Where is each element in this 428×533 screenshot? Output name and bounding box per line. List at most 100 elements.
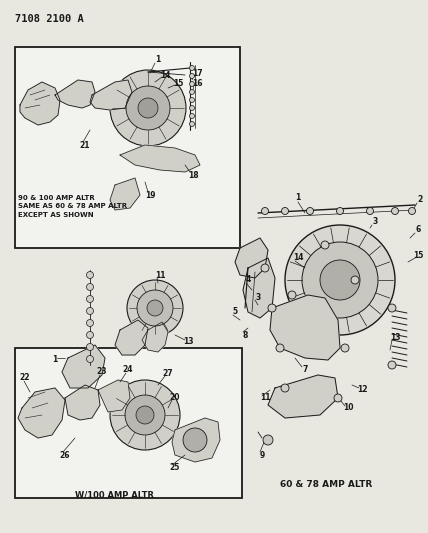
Polygon shape bbox=[120, 145, 200, 172]
Circle shape bbox=[86, 295, 93, 303]
Circle shape bbox=[147, 300, 163, 316]
Circle shape bbox=[126, 86, 170, 130]
Text: 15: 15 bbox=[413, 251, 423, 260]
Circle shape bbox=[190, 82, 194, 86]
Text: W/100 AMP ALTR: W/100 AMP ALTR bbox=[75, 490, 155, 499]
Circle shape bbox=[190, 114, 194, 118]
Text: 12: 12 bbox=[357, 385, 367, 394]
Text: 23: 23 bbox=[97, 367, 107, 376]
Polygon shape bbox=[268, 375, 338, 418]
Text: 19: 19 bbox=[145, 190, 155, 199]
Text: 26: 26 bbox=[60, 450, 70, 459]
Circle shape bbox=[285, 225, 395, 335]
Text: 14: 14 bbox=[293, 254, 303, 262]
Circle shape bbox=[392, 207, 398, 214]
Circle shape bbox=[190, 74, 194, 78]
Polygon shape bbox=[235, 238, 268, 278]
Bar bbox=[15, 47, 240, 248]
Circle shape bbox=[190, 98, 194, 102]
Circle shape bbox=[183, 428, 207, 452]
Circle shape bbox=[351, 276, 359, 284]
Text: 11: 11 bbox=[260, 393, 270, 402]
Circle shape bbox=[86, 308, 93, 314]
Circle shape bbox=[268, 304, 276, 312]
Text: 11: 11 bbox=[155, 271, 165, 279]
Bar bbox=[15, 348, 242, 498]
Polygon shape bbox=[142, 322, 168, 352]
Polygon shape bbox=[98, 380, 130, 412]
Text: 90 & 100 AMP ALTR
SAME AS 60 & 78 AMP ALTR
EXCEPT AS SHOWN: 90 & 100 AMP ALTR SAME AS 60 & 78 AMP AL… bbox=[18, 195, 127, 218]
Circle shape bbox=[137, 290, 173, 326]
Circle shape bbox=[125, 395, 165, 435]
Polygon shape bbox=[65, 385, 100, 420]
Text: 17: 17 bbox=[192, 69, 202, 77]
Circle shape bbox=[86, 356, 93, 362]
Circle shape bbox=[263, 435, 273, 445]
Circle shape bbox=[136, 406, 154, 424]
Text: 18: 18 bbox=[188, 171, 198, 180]
Circle shape bbox=[261, 264, 269, 272]
Polygon shape bbox=[18, 388, 65, 438]
Text: 60 & 78 AMP ALTR: 60 & 78 AMP ALTR bbox=[280, 480, 372, 489]
Circle shape bbox=[282, 207, 288, 214]
Text: 13: 13 bbox=[390, 334, 400, 343]
Text: 20: 20 bbox=[170, 392, 180, 401]
Circle shape bbox=[320, 260, 360, 300]
Circle shape bbox=[306, 207, 313, 214]
Circle shape bbox=[86, 332, 93, 338]
Circle shape bbox=[334, 394, 342, 402]
Circle shape bbox=[190, 66, 194, 70]
Circle shape bbox=[86, 343, 93, 351]
Circle shape bbox=[366, 207, 374, 214]
Text: 14: 14 bbox=[160, 70, 170, 79]
Circle shape bbox=[388, 304, 396, 312]
Text: 13: 13 bbox=[183, 337, 193, 346]
Text: 21: 21 bbox=[80, 141, 90, 149]
Text: 6: 6 bbox=[416, 225, 421, 235]
Polygon shape bbox=[172, 418, 220, 462]
Text: 4: 4 bbox=[245, 276, 251, 285]
Text: 1: 1 bbox=[295, 193, 300, 203]
Text: 9: 9 bbox=[259, 450, 265, 459]
Circle shape bbox=[408, 207, 416, 214]
Circle shape bbox=[276, 344, 284, 352]
Polygon shape bbox=[62, 345, 105, 388]
Polygon shape bbox=[243, 258, 275, 318]
Text: 24: 24 bbox=[123, 366, 133, 375]
Circle shape bbox=[281, 384, 289, 392]
Text: 2: 2 bbox=[417, 196, 422, 205]
Circle shape bbox=[86, 284, 93, 290]
Circle shape bbox=[190, 106, 194, 110]
Text: 25: 25 bbox=[170, 464, 180, 472]
Circle shape bbox=[288, 291, 296, 299]
Polygon shape bbox=[115, 320, 148, 355]
Circle shape bbox=[110, 70, 186, 146]
Circle shape bbox=[86, 319, 93, 327]
Text: 15: 15 bbox=[173, 78, 183, 87]
Text: 3: 3 bbox=[372, 217, 377, 227]
Circle shape bbox=[110, 380, 180, 450]
Polygon shape bbox=[20, 82, 60, 125]
Text: 10: 10 bbox=[343, 403, 353, 413]
Circle shape bbox=[341, 344, 349, 352]
Circle shape bbox=[388, 361, 396, 369]
Text: 1: 1 bbox=[52, 356, 58, 365]
Circle shape bbox=[302, 242, 378, 318]
Polygon shape bbox=[110, 178, 140, 210]
Circle shape bbox=[86, 271, 93, 279]
Text: 1: 1 bbox=[155, 55, 160, 64]
Circle shape bbox=[190, 90, 194, 94]
Text: 3: 3 bbox=[256, 294, 261, 303]
Text: 7108 2100 A: 7108 2100 A bbox=[15, 14, 84, 24]
Text: 7: 7 bbox=[302, 366, 308, 375]
Polygon shape bbox=[270, 295, 340, 360]
Circle shape bbox=[138, 98, 158, 118]
Circle shape bbox=[336, 207, 344, 214]
Circle shape bbox=[262, 207, 268, 214]
Text: 16: 16 bbox=[192, 78, 202, 87]
Circle shape bbox=[321, 241, 329, 249]
Text: 5: 5 bbox=[232, 308, 238, 317]
Text: 22: 22 bbox=[20, 374, 30, 383]
Text: 27: 27 bbox=[163, 368, 173, 377]
Circle shape bbox=[190, 122, 194, 126]
